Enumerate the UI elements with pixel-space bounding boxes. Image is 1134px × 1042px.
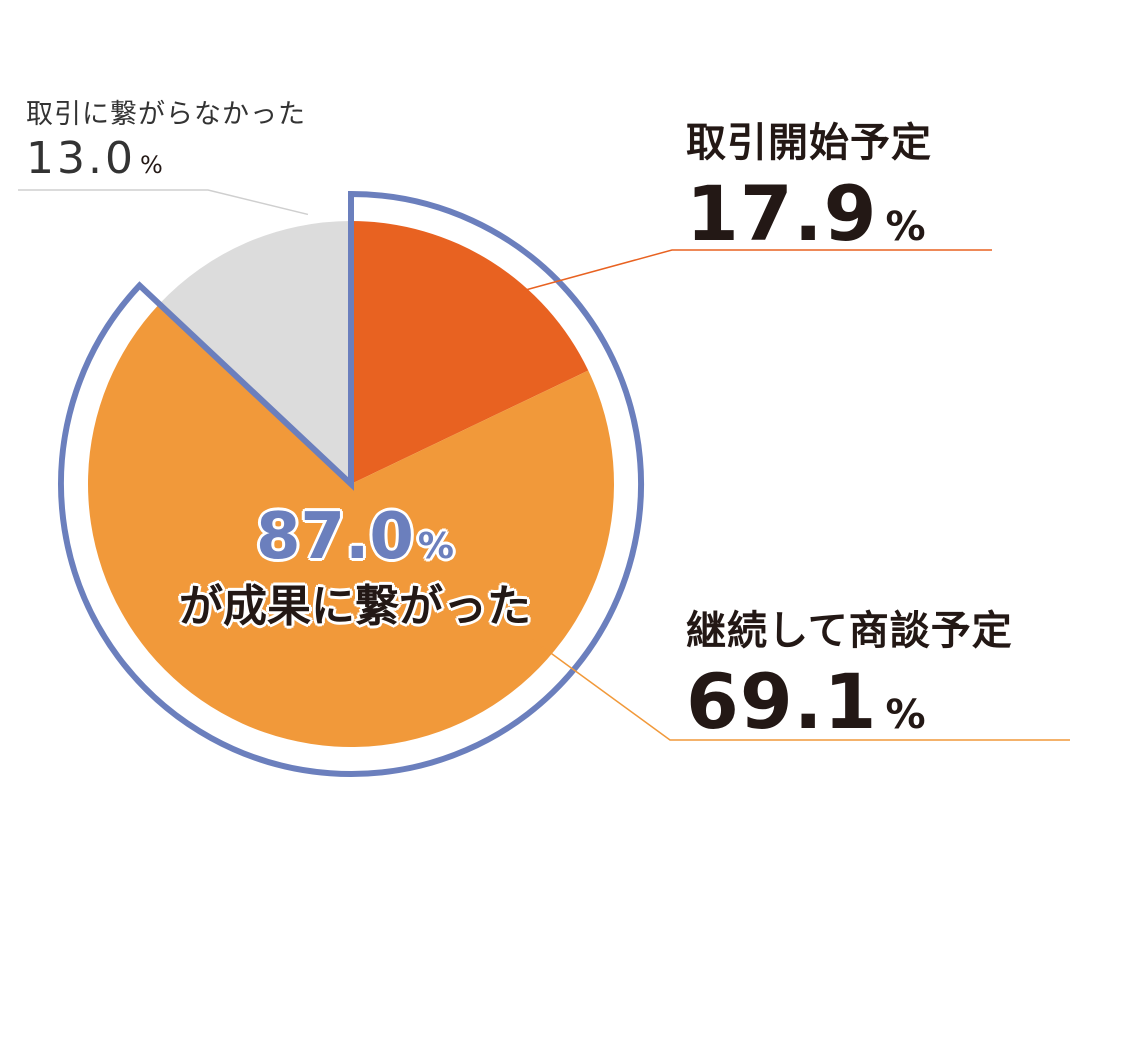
label-continue-negotiation-value-row: 69.1%: [686, 664, 1013, 740]
label-continue-negotiation-unit: %: [885, 692, 926, 738]
slice-start-deal: [351, 221, 589, 484]
slice-continue-negotiation: [87, 303, 614, 747]
leader-line-start-deal: [516, 249, 992, 294]
highlight-outline: [58, 190, 644, 777]
center-highlight-text: が成果に繋がった: [179, 581, 531, 632]
label-start-deal-unit: %: [885, 204, 926, 250]
center-highlight-value: 87.0: [256, 500, 414, 574]
leader-line-no-deal: [18, 189, 309, 216]
label-start-deal: 取引開始予定 17.9%: [686, 110, 932, 252]
label-no-deal-value: 13.0: [26, 133, 136, 184]
label-no-deal-unit: %: [139, 151, 163, 179]
leader-lines: [18, 189, 1070, 741]
pie-slices: [87, 221, 614, 747]
label-continue-negotiation: 継続して商談予定 69.1%: [686, 598, 1013, 740]
label-no-deal: 取引に繋がらなかった 13.0%: [26, 92, 306, 181]
label-continue-negotiation-category: 継続して商談予定: [686, 608, 1013, 654]
label-continue-negotiation-value: 69.1: [686, 657, 878, 746]
label-start-deal-value: 17.9: [686, 169, 878, 258]
label-start-deal-value-row: 17.9%: [686, 176, 932, 252]
label-start-deal-category: 取引開始予定: [686, 120, 932, 166]
leader-line-continue-negotiation: [531, 639, 1070, 741]
label-no-deal-category: 取引に繋がらなかった: [26, 99, 306, 130]
center-highlight: 87.0% が成果に繋がった: [150, 505, 560, 629]
slice-no-deal: [159, 221, 351, 484]
center-highlight-percent-row: 87.0%: [150, 505, 560, 569]
center-highlight-unit: %: [417, 526, 454, 567]
label-no-deal-value-row: 13.0%: [26, 137, 306, 181]
